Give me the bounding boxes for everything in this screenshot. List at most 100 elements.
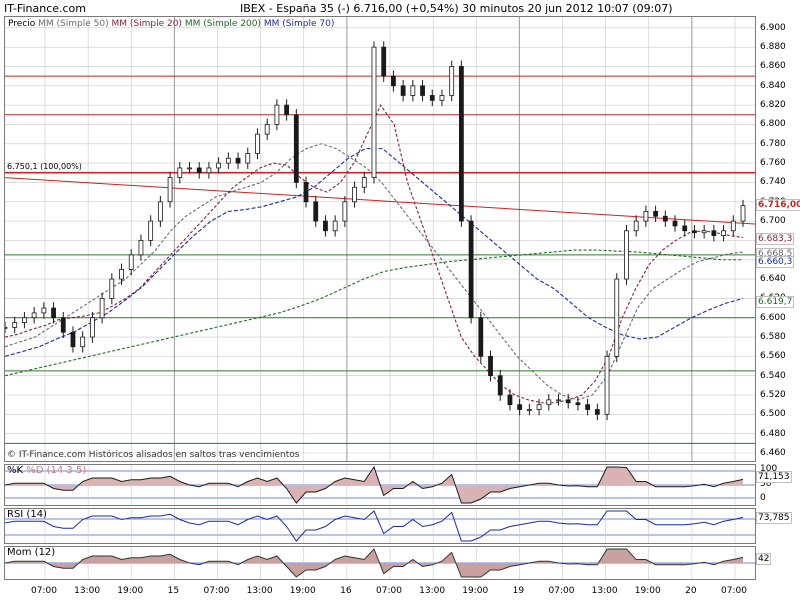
price-candle-body <box>575 402 581 406</box>
price-candle-body <box>245 153 251 164</box>
price-tick-label: 6.840 <box>760 80 786 91</box>
momentum-svg <box>5 547 755 579</box>
price-candle-body <box>313 201 319 222</box>
price-candle-body <box>196 167 202 174</box>
price-candle-body <box>235 157 241 164</box>
price-candle-body <box>400 85 406 96</box>
price-candle-body <box>342 201 348 222</box>
price-candle-body <box>352 186 357 203</box>
momentum-panel[interactable]: Mom (12) <box>4 546 756 580</box>
price-candle-body <box>187 167 192 170</box>
price-tick-label: 6.860 <box>760 61 786 72</box>
price-candle-body <box>653 211 659 217</box>
price-candle-body <box>420 85 425 96</box>
price-candle-body <box>391 75 396 87</box>
price-candle-body <box>119 269 124 280</box>
price-candle-body <box>138 240 144 256</box>
time-tick-label: 19:00 <box>117 586 144 596</box>
indicator-area <box>5 467 743 503</box>
stochastic-panel[interactable]: %K %D (14 3 5) <box>4 464 756 506</box>
price-tick-label: 6.500 <box>760 409 786 420</box>
instrument-title: IBEX - España 35 (-) 6.716,00 (+0,54%) 3… <box>240 2 673 15</box>
price-tick-label: 6.460 <box>760 448 786 458</box>
price-candle-body <box>51 307 56 319</box>
stochastic-svg <box>5 465 755 505</box>
price-candle-body <box>449 66 455 96</box>
legend-mm50: MM (Simple 50) <box>38 19 109 29</box>
time-tick-label: 19 <box>512 586 525 596</box>
price-candle-body <box>70 331 76 348</box>
price-candle-body <box>99 297 105 319</box>
mm20-value-tag: 6.683,3 <box>756 233 795 245</box>
price-candle-body <box>439 95 445 101</box>
price-candle-body <box>157 201 163 222</box>
time-tick-label: 15 <box>167 586 180 596</box>
time-tick-label: 19:00 <box>462 586 489 596</box>
site-name: IT-Finance.com <box>4 2 86 15</box>
price-candle-body <box>546 399 552 406</box>
momentum-label: Mom (12) <box>7 547 56 558</box>
price-candle-body <box>381 46 387 77</box>
price-candle-body <box>458 66 464 222</box>
price-candle-body <box>293 114 299 183</box>
price-candle-body <box>60 317 66 333</box>
price-chart-svg[interactable] <box>5 17 755 461</box>
price-candle-body <box>633 220 639 232</box>
price-chart-panel[interactable]: Precio MM (Simple 50) MM (Simple 20) MM … <box>4 16 756 462</box>
time-tick-label: 07:00 <box>31 586 57 596</box>
price-candle-body <box>284 104 290 116</box>
price-candle-body <box>89 317 95 338</box>
price-candle-body <box>556 399 561 402</box>
price-tick-label: 6.820 <box>760 100 786 111</box>
price-candle-body <box>585 404 591 410</box>
price-tick-label: 6.480 <box>760 428 786 439</box>
legend-mm70: MM (Simple 70) <box>263 19 335 29</box>
stochastic-d-label: %D (14 3 5) <box>26 465 87 476</box>
rsi-label: RSI (14) <box>7 509 47 520</box>
last-price-tag: 6.716,00 <box>756 199 800 211</box>
price-tick-label: 6.880 <box>760 42 786 53</box>
price-tick-label: 6.780 <box>760 138 786 149</box>
price-candle-body <box>682 225 688 232</box>
stoch-tick-50: 50 <box>760 479 772 489</box>
chart-header: IT-Finance.com IBEX - España 35 (-) 6.71… <box>0 0 800 16</box>
price-candle-body <box>128 254 134 270</box>
rsi-panel[interactable]: RSI (14) <box>4 508 756 544</box>
rsi-value-tag: 73,785 <box>756 512 792 524</box>
price-candle-body <box>721 230 726 236</box>
price-candle-body <box>711 230 717 236</box>
time-tick-label: 13:00 <box>246 586 273 596</box>
price-candle-body <box>604 355 610 415</box>
mm200-value-tag: 6.619,7 <box>756 296 795 308</box>
stochastic-value-tag: 71,153 <box>756 471 792 483</box>
price-candle-body <box>662 215 668 222</box>
price-tick-label: 6.640 <box>760 274 786 285</box>
price-candle-body <box>371 46 377 179</box>
chart-footnote: © IT-Finance.com Históricos alisados en … <box>7 450 300 460</box>
price-candle-body <box>167 177 173 203</box>
price-candle-body <box>22 317 27 323</box>
time-axis: 07:00 13:00 19:00 15 07:00 13:00 19:00 16 07:00 1… <box>4 582 756 600</box>
rsi-svg <box>5 509 755 543</box>
time-tick-label: 13:00 <box>74 586 101 596</box>
price-candle-body <box>740 205 746 222</box>
price-candle-body <box>478 317 484 357</box>
price-candle-body <box>323 220 328 232</box>
time-tick-label: 07:00 <box>376 586 402 596</box>
stoch-tick-0: 0 <box>760 493 766 503</box>
fibonacci-reference-label: 6.750,1 (100,00%) <box>7 162 82 171</box>
stochastic-axis: 100 50 0 <box>758 464 800 506</box>
price-candle-body <box>12 322 18 328</box>
price-candle-body <box>303 182 309 203</box>
price-candle-body <box>468 220 474 319</box>
price-candle-body <box>730 220 736 232</box>
price-candle-body <box>429 95 435 101</box>
momentum-value-tag: 42 <box>756 553 772 565</box>
price-tick-label: 6.800 <box>760 119 786 130</box>
price-tick-label: 6.740 <box>760 177 786 188</box>
indicator-legend: Precio MM (Simple 50) MM (Simple 20) MM … <box>8 19 334 29</box>
time-tick-label: 13:00 <box>591 586 618 596</box>
price-tick-label: 6.700 <box>760 216 786 227</box>
price-candle-body <box>643 211 649 222</box>
time-tick-label: 07:00 <box>203 586 230 596</box>
